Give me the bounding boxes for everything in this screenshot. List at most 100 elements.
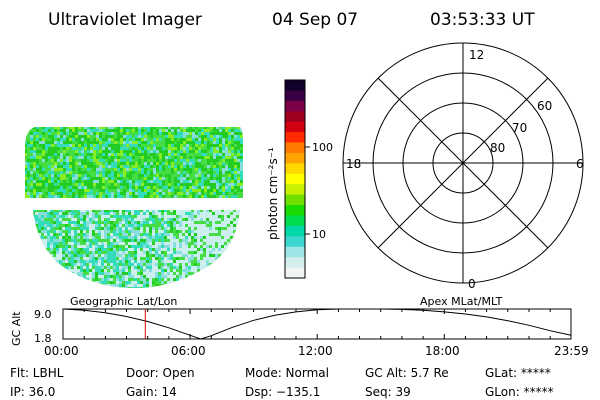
- image-pixel: [78, 189, 81, 192]
- image-pixel: [176, 239, 179, 242]
- image-pixel: [132, 183, 135, 186]
- image-pixel: [65, 284, 68, 287]
- image-pixel: [65, 248, 68, 251]
- image-pixel: [167, 224, 170, 227]
- image-pixel: [125, 269, 128, 272]
- image-pixel: [237, 183, 240, 186]
- image-pixel: [194, 239, 197, 242]
- image-pixel: [48, 174, 51, 177]
- image-pixel: [243, 135, 246, 138]
- image-pixel: [176, 251, 179, 254]
- image-pixel: [192, 186, 195, 189]
- image-pixel: [207, 132, 210, 135]
- image-pixel: [186, 189, 189, 192]
- image-pixel: [36, 132, 39, 135]
- image-pixel: [84, 153, 87, 156]
- image-pixel: [33, 162, 36, 165]
- image-pixel: [203, 245, 206, 248]
- image-pixel: [42, 186, 45, 189]
- image-pixel: [174, 171, 177, 174]
- image-pixel: [243, 171, 246, 174]
- image-pixel: [228, 168, 231, 171]
- image-pixel: [39, 195, 42, 198]
- image-pixel: [41, 212, 44, 215]
- image-pixel: [113, 263, 116, 266]
- image-pixel: [71, 284, 74, 287]
- image-pixel: [206, 227, 209, 230]
- image-pixel: [138, 195, 141, 198]
- image-pixel: [105, 127, 108, 129]
- image-pixel: [162, 141, 165, 144]
- image-pixel: [72, 150, 75, 153]
- image-pixel: [35, 236, 38, 239]
- image-pixel: [150, 144, 153, 147]
- image-pixel: [42, 132, 45, 135]
- image-pixel: [72, 141, 75, 144]
- image-pixel: [147, 141, 150, 144]
- image-pixel: [117, 135, 120, 138]
- image-pixel: [120, 186, 123, 189]
- image-pixel: [116, 227, 119, 230]
- image-pixel: [161, 272, 164, 275]
- image-pixel: [116, 263, 119, 266]
- image-pixel: [188, 242, 191, 245]
- image-pixel: [167, 263, 170, 266]
- image-pixel: [159, 150, 162, 153]
- image-pixel: [33, 150, 36, 153]
- image-pixel: [83, 236, 86, 239]
- image-pixel: [201, 189, 204, 192]
- image-pixel: [222, 129, 225, 132]
- image-pixel: [177, 168, 180, 171]
- image-pixel: [231, 186, 234, 189]
- image-pixel: [174, 127, 177, 129]
- image-pixel: [165, 198, 168, 201]
- image-pixel: [57, 132, 60, 135]
- image-pixel: [120, 144, 123, 147]
- image-pixel: [204, 141, 207, 144]
- image-pixel: [75, 177, 78, 180]
- image-pixel: [182, 275, 185, 278]
- image-pixel: [153, 138, 156, 141]
- image-pixel: [53, 254, 56, 257]
- image-pixel: [93, 129, 96, 132]
- image-pixel: [62, 260, 65, 263]
- image-pixel: [65, 266, 68, 269]
- image-pixel: [96, 159, 99, 162]
- image-pixel: [153, 144, 156, 147]
- image-pixel: [213, 192, 216, 195]
- image-pixel: [186, 162, 189, 165]
- image-pixel: [180, 127, 183, 129]
- image-pixel: [110, 221, 113, 224]
- image-pixel: [95, 239, 98, 242]
- image-pixel: [158, 221, 161, 224]
- image-pixel: [33, 192, 36, 195]
- image-pixel: [42, 156, 45, 159]
- image-pixel: [219, 162, 222, 165]
- image-pixel: [44, 212, 47, 215]
- image-pixel: [144, 132, 147, 135]
- image-pixel: [131, 242, 134, 245]
- image-pixel: [48, 159, 51, 162]
- image-pixel: [39, 159, 42, 162]
- image-pixel: [132, 132, 135, 135]
- image-pixel: [72, 183, 75, 186]
- image-pixel: [105, 159, 108, 162]
- image-pixel: [137, 248, 140, 251]
- image-pixel: [150, 129, 153, 132]
- image-pixel: [171, 192, 174, 195]
- image-pixel: [117, 171, 120, 174]
- image-pixel: [63, 186, 66, 189]
- image-pixel: [225, 189, 228, 192]
- image-pixel: [219, 195, 222, 198]
- image-pixel: [167, 272, 170, 275]
- image-pixel: [150, 127, 153, 129]
- image-pixel: [98, 248, 101, 251]
- image-pixel: [152, 272, 155, 275]
- image-pixel: [45, 141, 48, 144]
- image-pixel: [236, 266, 239, 269]
- image-pixel: [185, 275, 188, 278]
- image-pixel: [95, 236, 98, 239]
- image-pixel: [98, 224, 101, 227]
- image-pixel: [227, 245, 230, 248]
- image-pixel: [144, 135, 147, 138]
